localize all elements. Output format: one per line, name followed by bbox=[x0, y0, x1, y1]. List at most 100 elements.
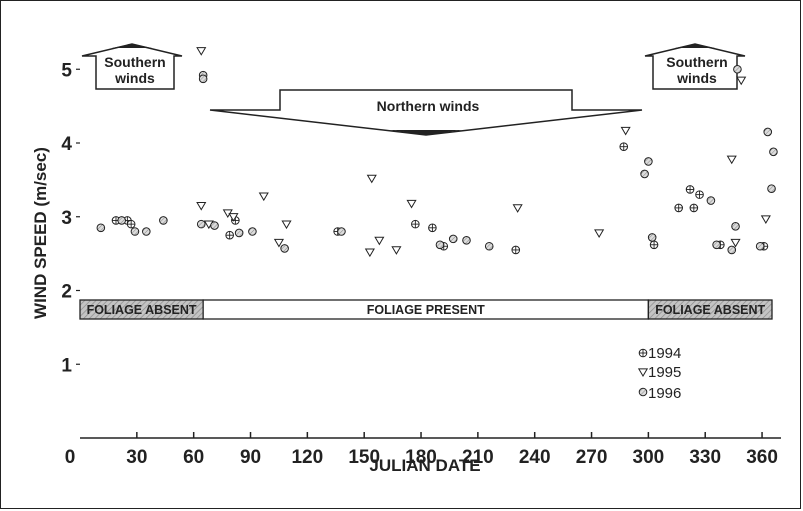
data-point-1995 bbox=[364, 248, 375, 258]
x-tick-label: 0 bbox=[65, 447, 76, 468]
x-tick-label: 240 bbox=[519, 447, 551, 468]
legend-marker-1995 bbox=[637, 368, 649, 377]
data-point-1996 bbox=[706, 196, 716, 205]
data-point-1996 bbox=[755, 241, 765, 251]
foliage-band: FOLIAGE ABSENT bbox=[79, 299, 204, 320]
x-tick-label: 120 bbox=[291, 447, 323, 468]
data-point-1995 bbox=[730, 238, 741, 248]
data-point-1996 bbox=[280, 244, 289, 253]
legend-item-1994: 1994 bbox=[638, 345, 681, 362]
legend-marker-1994 bbox=[638, 348, 648, 358]
foliage-band: FOLIAGE PRESENT bbox=[202, 299, 650, 320]
data-point-1994 bbox=[511, 245, 521, 255]
data-point-1995 bbox=[760, 215, 771, 224]
x-tick-label: 30 bbox=[126, 447, 147, 468]
data-point-1995 bbox=[196, 47, 207, 56]
data-point-1996 bbox=[435, 240, 445, 250]
y-tick-label: 5 bbox=[61, 60, 72, 81]
data-point-1996 bbox=[712, 240, 721, 250]
legend-item-1995: 1995 bbox=[637, 364, 681, 381]
x-tick-label: 210 bbox=[462, 447, 494, 468]
data-point-1996 bbox=[484, 241, 494, 251]
data-point-1996 bbox=[96, 223, 106, 233]
data-point-1996 bbox=[142, 227, 151, 236]
data-point-1995 bbox=[228, 213, 239, 222]
x-axis-ticks: 0 30 60 90 120 150 180 210 240 270 300 330 360 bbox=[65, 432, 778, 468]
data-point-1994 bbox=[225, 230, 234, 240]
data-point-1995 bbox=[406, 199, 417, 209]
data-point-1995 bbox=[736, 76, 747, 86]
series-1995 bbox=[196, 47, 771, 258]
data-point-1996 bbox=[644, 157, 653, 166]
y-axis-title: WIND SPEED (m/sec) bbox=[31, 147, 50, 319]
series-1994 bbox=[111, 142, 769, 255]
data-point-1995 bbox=[374, 236, 385, 246]
data-point-1996 bbox=[763, 127, 773, 137]
data-point-1994 bbox=[411, 219, 420, 229]
data-point-1996 bbox=[196, 219, 206, 229]
northern-winds-arrow: Northern winds bbox=[209, 89, 643, 136]
data-point-1996 bbox=[117, 216, 126, 225]
data-point-1996 bbox=[337, 227, 346, 236]
y-axis-ticks: 1 2 3 4 5 bbox=[61, 60, 80, 376]
data-point-1995 bbox=[281, 220, 292, 230]
x-axis-title: JULIAN DATE bbox=[369, 456, 480, 475]
data-point-1994 bbox=[649, 240, 659, 250]
x-tick-label: 300 bbox=[633, 447, 665, 468]
foliage-band-label: FOLIAGE PRESENT bbox=[367, 303, 485, 317]
foliage-band-label: FOLIAGE ABSENT bbox=[655, 303, 765, 317]
southern-winds-right-line1: Southern bbox=[666, 54, 727, 70]
data-point-1996 bbox=[448, 234, 458, 244]
southern-winds-left-line2: winds bbox=[114, 70, 155, 86]
legend: 1994 1995 1996 bbox=[637, 345, 681, 402]
x-tick-label: 270 bbox=[576, 447, 608, 468]
data-point-1996 bbox=[159, 216, 168, 225]
data-point-1994 bbox=[674, 203, 683, 213]
data-point-1995 bbox=[391, 246, 402, 255]
x-tick-label: 360 bbox=[746, 447, 778, 468]
y-tick-label: 4 bbox=[61, 134, 72, 155]
legend-label-1994: 1994 bbox=[648, 345, 681, 362]
southern-winds-right-line2: winds bbox=[676, 70, 717, 86]
data-point-1994 bbox=[428, 223, 437, 233]
data-points bbox=[96, 47, 778, 258]
data-point-1995 bbox=[594, 229, 605, 238]
x-tick-label: 90 bbox=[240, 447, 261, 468]
data-point-1996 bbox=[234, 228, 244, 238]
northern-winds-label: Northern winds bbox=[377, 98, 480, 114]
data-point-1994 bbox=[695, 190, 704, 199]
foliage-bands: FOLIAGE ABSENT FOLIAGE PRESENT FOLIAGE ABS… bbox=[79, 299, 773, 320]
data-point-1995 bbox=[273, 238, 285, 248]
data-point-1995 bbox=[366, 174, 377, 184]
southern-winds-left-arrow: Southern winds bbox=[81, 43, 183, 90]
data-point-1994 bbox=[689, 203, 699, 213]
legend-label-1996: 1996 bbox=[648, 385, 681, 402]
x-tick-label: 60 bbox=[183, 447, 204, 468]
legend-item-1996: 1996 bbox=[638, 385, 681, 402]
data-point-1994 bbox=[685, 185, 695, 194]
southern-winds-right-arrow: Southern winds bbox=[644, 43, 746, 90]
data-point-1996 bbox=[462, 236, 471, 245]
foliage-band-label: FOLIAGE ABSENT bbox=[87, 303, 197, 317]
data-point-1996 bbox=[130, 227, 140, 236]
series-1996 bbox=[96, 64, 778, 255]
data-point-1994 bbox=[126, 219, 136, 229]
data-point-1996 bbox=[210, 221, 219, 230]
data-point-1996 bbox=[248, 227, 257, 236]
legend-label-1995: 1995 bbox=[648, 364, 681, 381]
data-point-1996 bbox=[731, 222, 740, 231]
data-point-1996 bbox=[733, 64, 742, 74]
data-point-1995 bbox=[258, 192, 269, 202]
legend-marker-1996 bbox=[638, 387, 648, 397]
data-point-1994 bbox=[619, 142, 629, 151]
data-point-1995 bbox=[512, 204, 523, 213]
data-point-1996 bbox=[647, 233, 657, 242]
foliage-band: FOLIAGE ABSENT bbox=[647, 299, 773, 320]
x-tick-label: 150 bbox=[348, 447, 380, 468]
data-point-1996 bbox=[767, 184, 776, 194]
y-tick-label: 3 bbox=[61, 208, 72, 229]
y-tick-label: 1 bbox=[61, 355, 72, 376]
data-point-1996 bbox=[727, 245, 737, 255]
southern-winds-left-line1: Southern bbox=[104, 54, 165, 70]
